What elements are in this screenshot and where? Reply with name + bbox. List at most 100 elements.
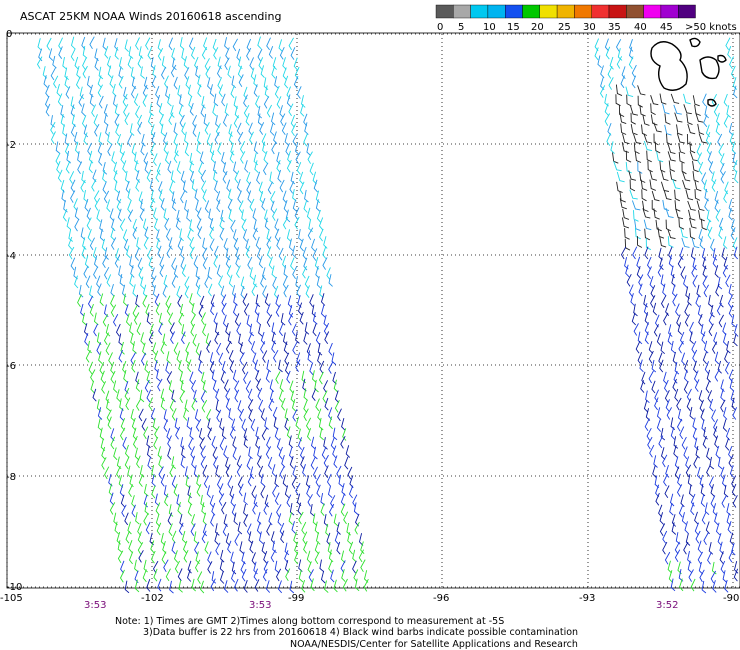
wind-barb (114, 38, 119, 51)
wind-barb (645, 390, 650, 404)
wind-barb (720, 466, 725, 480)
wind-barb (728, 549, 734, 563)
wind-barb (307, 494, 313, 507)
wind-barb (291, 399, 297, 412)
wind-barb (706, 369, 712, 383)
wind-barb (266, 436, 271, 450)
wind-barb (703, 532, 709, 546)
wind-barb (693, 370, 699, 384)
wind-barb (655, 492, 660, 506)
wind-barb (225, 255, 231, 269)
wind-barb (668, 246, 673, 260)
wind-barb (128, 484, 134, 497)
wind-barb (161, 56, 167, 69)
legend-label: 5 (458, 22, 464, 33)
wind-barb (111, 151, 116, 165)
wind-barb (258, 465, 264, 479)
wind-barb (228, 408, 234, 421)
wind-barb (652, 465, 657, 478)
wind-barb (294, 142, 300, 155)
wind-barb (702, 93, 707, 107)
wind-barb (173, 265, 179, 278)
wind-barb (213, 161, 218, 174)
wind-barb (114, 113, 120, 127)
wind-barb (703, 427, 708, 440)
wind-barb (193, 389, 198, 403)
wind-barb (688, 209, 696, 221)
wind-barb (336, 522, 341, 535)
wind-barb (252, 208, 257, 221)
wind-barb (676, 484, 683, 497)
wind-barb (258, 399, 264, 413)
wind-barb (70, 257, 76, 271)
wind-barb (668, 570, 674, 583)
wind-barb (625, 86, 634, 98)
wind-barb (103, 266, 110, 280)
wind-barb (631, 75, 637, 89)
latitude-label: -6 (6, 361, 16, 372)
wind-barb (219, 571, 225, 584)
wind-barb (317, 343, 323, 356)
wind-barb (726, 341, 731, 354)
wind-barb (324, 331, 330, 344)
wind-barb (718, 314, 724, 328)
wind-barb (616, 171, 625, 183)
wind-barb (181, 122, 186, 136)
wind-barb (170, 331, 176, 344)
wind-barb (678, 340, 684, 354)
wind-barb (74, 141, 80, 155)
wind-barb (306, 343, 311, 356)
wind-barb (215, 542, 221, 556)
wind-barb (234, 170, 240, 184)
wind-barb (116, 389, 121, 403)
wind-barb (713, 103, 720, 117)
wind-barb (201, 180, 207, 194)
wind-barb (600, 65, 605, 79)
wind-barb (229, 360, 235, 373)
wind-barb (178, 522, 184, 536)
wind-barb (699, 399, 704, 413)
wind-barb (702, 265, 707, 279)
wind-barb (240, 285, 245, 299)
wind-barb (281, 122, 287, 136)
wind-barb (109, 208, 114, 221)
wind-barb (685, 286, 690, 299)
wind-barb (189, 237, 195, 250)
wind-barb (187, 492, 193, 506)
wind-barb (278, 389, 283, 403)
wind-barb (691, 237, 700, 249)
wind-barb (86, 217, 92, 231)
wind-barb (104, 247, 109, 260)
wind-barb (114, 103, 120, 117)
wind-barb (254, 359, 259, 373)
wind-barb (615, 84, 623, 97)
wind-barb (195, 65, 200, 79)
wind-barb (166, 351, 171, 364)
wind-barb (178, 313, 184, 326)
wind-barb (659, 93, 667, 105)
wind-barb (226, 179, 231, 193)
wind-barb (306, 428, 312, 441)
wind-barb (155, 86, 160, 99)
legend-swatch (539, 4, 558, 19)
wind-barb (145, 303, 150, 317)
wind-barb (231, 503, 236, 517)
wind-barb (79, 86, 85, 100)
wind-barb (186, 209, 191, 222)
wind-barb (184, 285, 190, 299)
wind-barb (695, 294, 700, 308)
wind-barb (225, 388, 231, 401)
wind-barb (82, 57, 87, 70)
wind-barb (720, 388, 725, 402)
wind-barb (106, 409, 112, 423)
wind-barb (210, 294, 215, 308)
wind-barb (164, 217, 170, 231)
wind-barb (300, 456, 305, 469)
wind-barb (348, 485, 354, 499)
legend-swatch (470, 4, 489, 19)
wind-barb (727, 45, 732, 59)
wind-barb (681, 352, 686, 366)
wind-barb (239, 140, 246, 154)
wind-barb (263, 550, 268, 564)
wind-barb (607, 66, 613, 79)
